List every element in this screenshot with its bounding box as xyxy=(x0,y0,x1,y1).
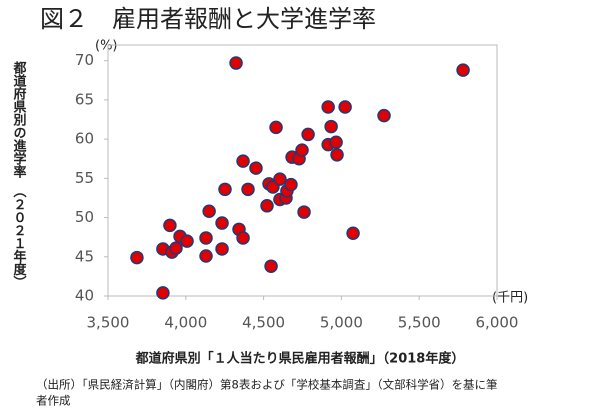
x-tick-label: 5,000 xyxy=(320,314,363,332)
data-point xyxy=(264,259,278,273)
data-point xyxy=(377,108,391,123)
x-tick-label: 6,000 xyxy=(476,314,519,332)
x-unit: (千円) xyxy=(492,291,528,306)
data-point xyxy=(169,241,183,255)
data-point xyxy=(249,161,263,175)
source-note: （出所）「県民経済計算」（内閣府）第8表および「学校基本調査」（文部科学省）を基… xyxy=(36,378,498,392)
data-point xyxy=(329,135,343,150)
data-point xyxy=(269,120,283,135)
data-point xyxy=(199,231,213,245)
source-note: 者作成 xyxy=(36,394,71,408)
data-point xyxy=(202,204,216,219)
chart-title: 図２ 雇用者報酬と大学進学率 xyxy=(40,5,376,33)
data-point xyxy=(163,218,177,233)
y-tick-label: 40 xyxy=(75,287,94,305)
y-axis-label: 都道府県別の進学率 （２０２１年度） xyxy=(11,61,28,289)
data-point xyxy=(130,250,144,265)
x-tick-label: 5,500 xyxy=(398,314,441,332)
data-point xyxy=(297,205,311,219)
data-point xyxy=(330,148,344,162)
data-point xyxy=(456,63,470,77)
data-point xyxy=(284,177,298,192)
data-point xyxy=(236,231,250,245)
plot-frame xyxy=(107,44,498,297)
data-point xyxy=(215,216,229,230)
data-point xyxy=(199,249,213,263)
data-point xyxy=(338,100,352,114)
data-point xyxy=(346,226,360,240)
y-tick-label: 55 xyxy=(75,169,94,187)
data-point xyxy=(215,242,229,256)
x-tick-label: 4,500 xyxy=(242,314,285,332)
x-tick-label: 4,000 xyxy=(164,314,207,332)
data-point xyxy=(295,143,309,157)
x-tick-label: 3,500 xyxy=(87,314,130,332)
x-axis-label: 都道府県別「１人当たり県民雇用者報酬」（2018年度） xyxy=(135,351,465,367)
y-tick-label: 45 xyxy=(75,247,94,265)
data-point xyxy=(236,154,250,168)
y-tick-label: 65 xyxy=(75,90,94,108)
data-point xyxy=(156,286,170,300)
y-unit: (%) xyxy=(95,39,118,54)
data-point xyxy=(260,199,274,213)
data-point xyxy=(321,100,335,114)
data-point xyxy=(241,182,255,197)
data-point xyxy=(218,182,232,197)
data-point xyxy=(324,119,338,134)
data-point xyxy=(229,56,243,70)
y-tick-label: 70 xyxy=(75,51,94,69)
y-tick-label: 60 xyxy=(75,130,94,148)
y-tick-label: 50 xyxy=(75,208,94,226)
data-point xyxy=(273,172,287,186)
data-point xyxy=(301,127,315,142)
data-point xyxy=(180,234,194,248)
